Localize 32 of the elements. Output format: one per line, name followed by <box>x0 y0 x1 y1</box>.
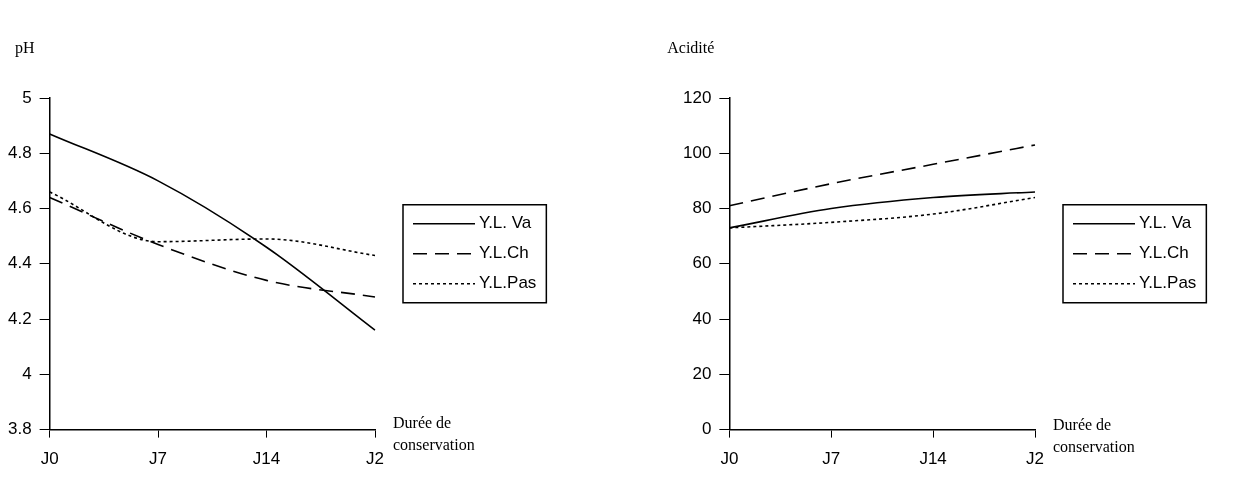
y-tick-label: 4.4 <box>7 253 32 273</box>
y-tick-label: 40 <box>692 308 712 328</box>
x-tick-label: J14 <box>919 449 947 469</box>
y-tick-label: 60 <box>692 253 712 273</box>
legend-label: Y.L. Va <box>1139 213 1192 233</box>
x-tick-label: J14 <box>252 449 281 469</box>
y-tick-label: 120 <box>682 87 712 107</box>
legend-label: Y.L.Ch <box>1139 243 1189 263</box>
legend-label: Y.L.Ch <box>479 243 529 263</box>
legend-label: Y.L.Pas <box>1139 273 1197 293</box>
y-tick-label: 0 <box>701 419 712 439</box>
y-axis-title: pH <box>15 39 36 57</box>
y-tick-label: 4.8 <box>7 142 32 162</box>
x-tick-label: J2 <box>366 449 384 469</box>
y-tick-label: 5 <box>22 87 32 107</box>
legend-label: Y.L. Va <box>479 213 532 233</box>
y-axis-title: Acidité <box>667 39 715 56</box>
y-tick-label: 4.6 <box>7 198 32 218</box>
y-tick-label: 3.8 <box>7 419 32 439</box>
y-tick-label: 20 <box>692 364 712 384</box>
x-tick-label: J2 <box>1026 449 1044 469</box>
x-axis-title: Durée de conservation <box>393 413 475 453</box>
y-tick-label: 100 <box>682 142 712 162</box>
y-tick-label: 4.2 <box>7 308 32 328</box>
y-tick-label: 80 <box>692 198 712 218</box>
y-tick-label: 4 <box>22 364 32 384</box>
x-tick-label: J0 <box>40 449 59 469</box>
x-axis-title: Durée de conservation <box>1053 415 1135 455</box>
x-tick-label: J0 <box>720 449 739 469</box>
legend-label: Y.L.Pas <box>479 273 537 293</box>
x-tick-label: J7 <box>822 449 841 469</box>
x-tick-label: J7 <box>149 449 168 469</box>
